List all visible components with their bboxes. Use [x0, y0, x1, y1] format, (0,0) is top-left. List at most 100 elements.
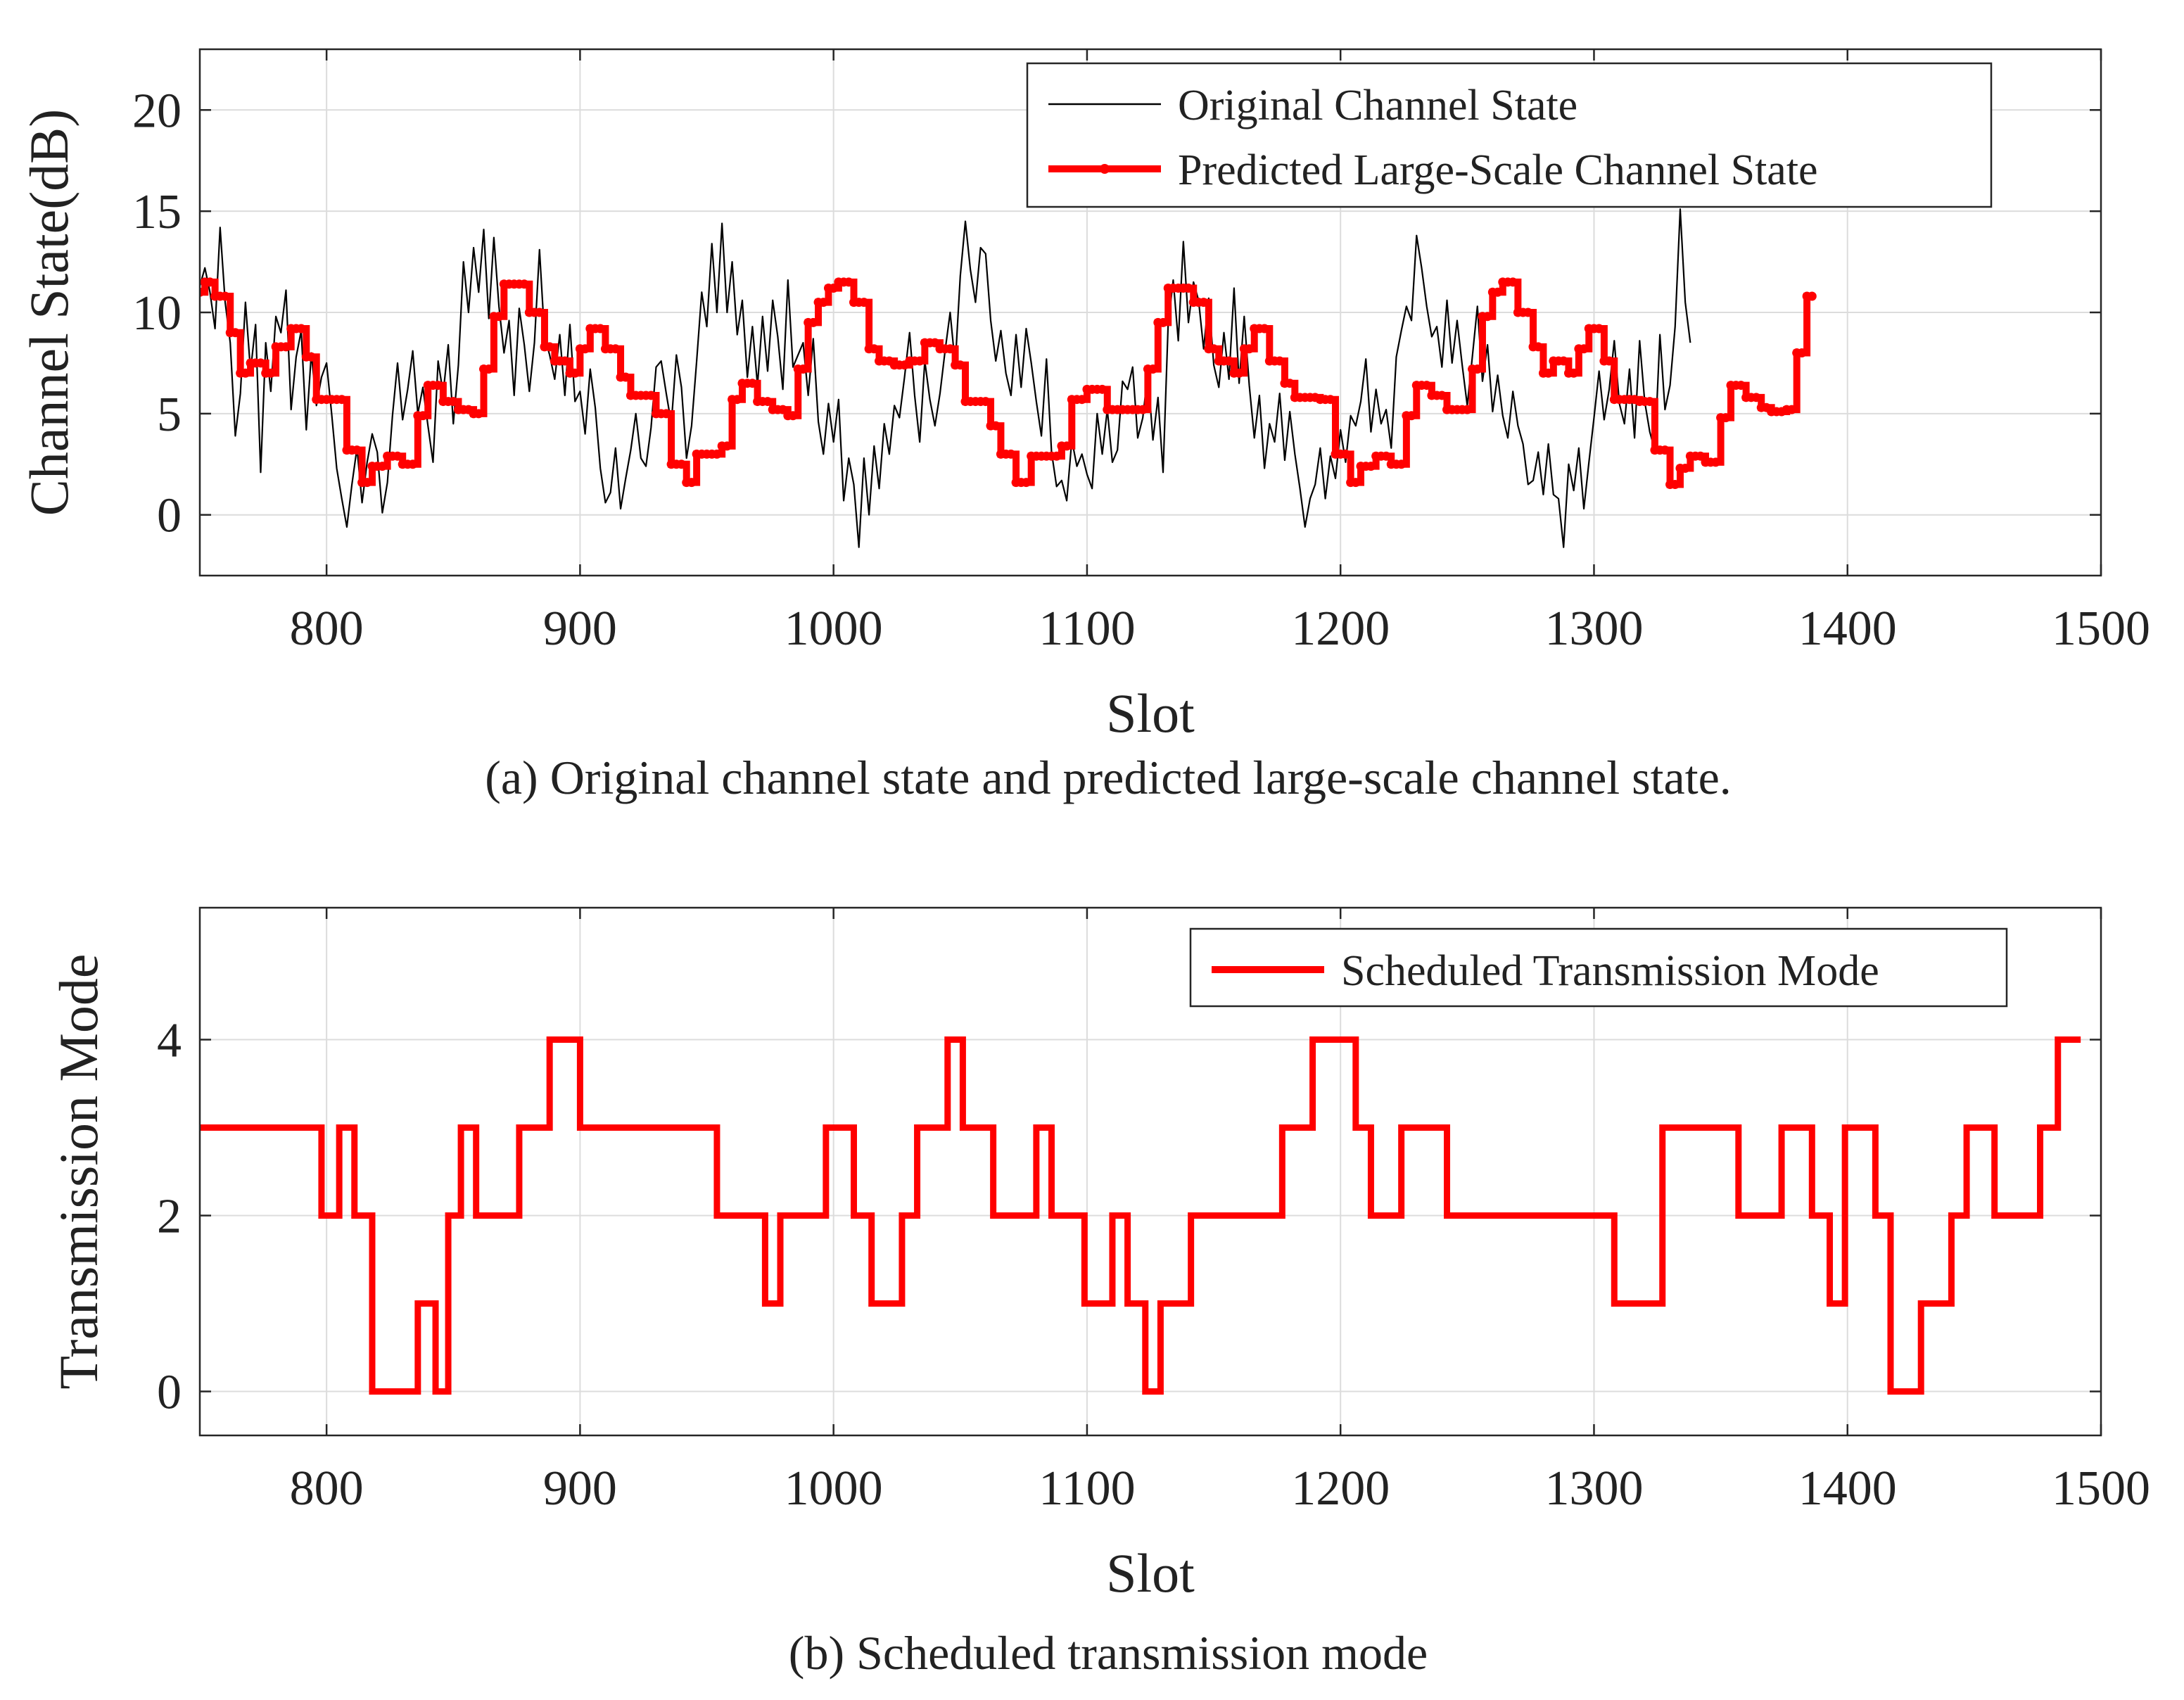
series-marker [1259, 324, 1269, 334]
series-marker [418, 411, 428, 421]
series-marker [930, 338, 940, 348]
series-marker [687, 478, 697, 488]
series-marker [393, 451, 402, 461]
series-marker [1062, 441, 1072, 451]
series-marker [1275, 356, 1285, 366]
series-marker [956, 360, 965, 370]
series-marker [1199, 298, 1209, 307]
y-tick-label: 20 [132, 84, 182, 138]
legend-label: Predicted Large-Scale Channel State [1178, 146, 1818, 194]
y-tick-label: 2 [157, 1190, 182, 1244]
series-line-scheduled [200, 1036, 2081, 1395]
series-marker [200, 287, 205, 297]
y-axis-label: Channel State(dB) [18, 109, 80, 516]
series-marker [448, 397, 458, 407]
series-marker [712, 449, 722, 459]
series-marker [1407, 411, 1416, 421]
series-marker [535, 307, 545, 317]
series-marker [722, 441, 732, 451]
x-tick-label: 1100 [1039, 602, 1135, 656]
chart-caption: (b) Scheduled transmission mode [789, 1626, 1428, 1680]
series-marker [1533, 342, 1543, 352]
series-marker [1381, 451, 1391, 461]
series-marker [869, 344, 879, 354]
series-marker [296, 324, 306, 334]
x-tick-label: 800 [290, 1461, 364, 1516]
legend-box [1189, 927, 2008, 1008]
series-marker [580, 344, 590, 354]
x-tick-label: 1100 [1039, 1461, 1135, 1516]
legend: Original Channel State Predicted Large-Sc… [1026, 62, 1993, 208]
series-marker [1183, 283, 1193, 293]
series-marker [241, 368, 250, 378]
x-tick-label: 1000 [785, 1461, 883, 1516]
series-marker [1209, 344, 1219, 354]
series-marker [1523, 307, 1533, 317]
legend: Scheduled Transmission Mode [1189, 927, 2008, 1008]
series-marker [408, 459, 418, 469]
series-marker [808, 317, 818, 327]
series-marker [991, 421, 1001, 431]
series-marker [545, 342, 554, 352]
series-marker [859, 298, 869, 307]
x-tick-label: 900 [543, 1461, 617, 1516]
series-marker [1285, 379, 1295, 388]
x-tick-label: 1500 [2052, 1461, 2150, 1516]
x-axis-label: Slot [1106, 683, 1195, 744]
series-marker [362, 478, 372, 488]
chart-b: 800 900 1000 1100 1200 1300 1400 1500 0 2 4 Transmi… [48, 906, 2150, 1680]
series-marker [646, 391, 656, 400]
legend-marker [1100, 164, 1110, 174]
x-tick-label: 1400 [1798, 1461, 1897, 1516]
chart-caption: (a) Original channel state and predicted… [485, 751, 1732, 804]
series-marker [1422, 381, 1432, 391]
series-marker [1021, 478, 1031, 488]
series-marker [1098, 384, 1107, 394]
y-axis-label: Transmission Mode [48, 953, 109, 1389]
series-marker [732, 395, 742, 405]
series-marker [1710, 457, 1720, 467]
series-marker [1680, 464, 1690, 474]
series-group [200, 1036, 2081, 1395]
y-tick-label: 0 [157, 1366, 182, 1420]
series-marker [1721, 413, 1731, 423]
series-marker [1696, 451, 1706, 461]
x-tick-label: 1300 [1544, 602, 1643, 656]
series-marker [1148, 364, 1158, 374]
series-marker [230, 328, 240, 338]
series-marker [1158, 317, 1168, 327]
series-marker [220, 291, 230, 301]
series-marker [377, 462, 387, 471]
series-marker [1558, 356, 1568, 366]
series-marker [1736, 381, 1746, 391]
series-marker [981, 397, 991, 407]
series-marker [570, 368, 580, 378]
series-marker [763, 397, 773, 407]
series-marker [818, 298, 828, 307]
series-marker [1326, 395, 1335, 405]
series-marker [1437, 391, 1447, 400]
series-marker [788, 411, 798, 421]
series-marker [677, 459, 687, 469]
series-marker [1645, 397, 1655, 407]
series-marker [307, 352, 317, 362]
series-marker [494, 312, 504, 322]
series-marker [798, 364, 808, 374]
x-tick-label: 1400 [1798, 602, 1897, 656]
series-group [200, 208, 1817, 548]
series-marker [1483, 312, 1492, 322]
series-marker [205, 277, 215, 287]
plot-frame [198, 906, 2102, 1437]
x-tick-label: 1500 [2052, 602, 2150, 656]
x-tick-label: 1200 [1291, 1461, 1390, 1516]
x-tick-label: 1200 [1291, 602, 1390, 656]
series-marker [778, 405, 788, 414]
series-line-original [200, 208, 1691, 548]
series-marker [1493, 287, 1503, 297]
series-marker [1351, 478, 1361, 488]
y-tick-label: 15 [132, 185, 182, 239]
series-marker [844, 277, 853, 287]
series-marker [266, 368, 276, 378]
series-marker [1052, 451, 1062, 461]
series-marker [1660, 445, 1670, 455]
